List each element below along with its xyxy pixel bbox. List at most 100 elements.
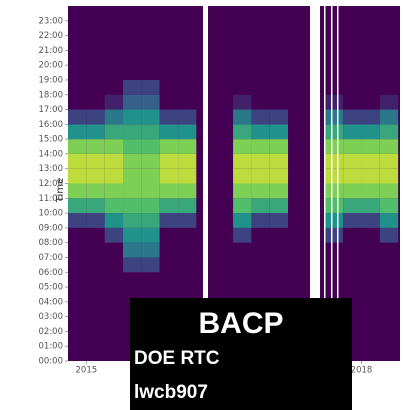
heatmap-cell: [379, 153, 399, 169]
heatmap-cell: [288, 65, 307, 80]
heatmap-cell: [104, 168, 124, 184]
heatmap-cell: [288, 213, 307, 228]
heatmap-cell: [141, 109, 160, 125]
heatmap-cell: [141, 79, 160, 95]
heatmap-cell: [123, 227, 142, 243]
heatmap-cell: [178, 109, 197, 125]
gap: [337, 6, 339, 361]
heatmap-cell: [288, 257, 307, 273]
heatmap-cell: [361, 168, 380, 184]
y-tick-label: 04:00: [39, 297, 64, 307]
heatmap: [68, 65, 399, 288]
heatmap-cell: [324, 272, 344, 288]
heatmap-cell: [288, 227, 307, 243]
heatmap-cell: [343, 227, 362, 243]
y-tick-label: 08:00: [39, 238, 64, 248]
heatmap-cell: [324, 139, 344, 154]
heatmap-cell: [159, 109, 179, 125]
heatmap-cell: [233, 272, 252, 288]
heatmap-cell: [233, 65, 252, 80]
heatmap-cell: [104, 257, 124, 273]
heatmap-cell: [68, 213, 87, 228]
heatmap-cell: [233, 198, 252, 214]
heatmap-cell: [178, 124, 197, 140]
heatmap-cell: [68, 109, 87, 125]
heatmap-cell: [233, 139, 252, 154]
y-tick-label: 17:00: [39, 105, 64, 115]
heatmap-cell: [159, 139, 179, 154]
heatmap-cell: [379, 168, 399, 184]
heatmap-cell: [251, 94, 270, 110]
y-tick-label: 12:00: [39, 179, 64, 189]
heatmap-cell: [214, 183, 234, 199]
heatmap-cell: [233, 257, 252, 273]
heatmap-cell: [324, 65, 344, 80]
heatmap-cell: [288, 198, 307, 214]
heatmap-cell: [361, 272, 380, 288]
heatmap-cell: [379, 94, 399, 110]
heatmap-cell: [233, 153, 252, 169]
heatmap-cell: [251, 109, 270, 125]
heatmap-cell: [324, 242, 344, 258]
missing-data-gaps: [203, 6, 339, 361]
heatmap-cell: [361, 257, 380, 273]
heatmap-cell: [123, 183, 142, 199]
heatmap-cell: [251, 168, 270, 184]
heatmap-cell: [159, 242, 179, 258]
heatmap-cell: [159, 227, 179, 243]
heatmap-cell: [269, 227, 289, 243]
heatmap-cell: [251, 213, 270, 228]
heatmap-cell: [214, 227, 234, 243]
heatmap-cell: [141, 139, 160, 154]
heatmap-cell: [104, 227, 124, 243]
heatmap-cell: [104, 124, 124, 140]
heatmap-cell: [104, 183, 124, 199]
gap: [310, 6, 320, 361]
heatmap-cell: [324, 183, 344, 199]
heatmap-cell: [141, 153, 160, 169]
y-tick-label: 07:00: [39, 253, 64, 263]
heatmap-cell: [123, 257, 142, 273]
heatmap-cell: [68, 242, 87, 258]
heatmap-cell: [104, 139, 124, 154]
heatmap-cell: [178, 227, 197, 243]
heatmap-cell: [214, 272, 234, 288]
heatmap-cell: [141, 272, 160, 288]
y-tick-label: 05:00: [39, 283, 64, 293]
heatmap-cell: [288, 168, 307, 184]
y-tick-label: 16:00: [39, 120, 64, 130]
heatmap-cell: [214, 213, 234, 228]
heatmap-cell: [178, 79, 197, 95]
heatmap-cell: [361, 198, 380, 214]
heatmap-cell: [86, 257, 105, 273]
y-tick-label: 22:00: [39, 31, 64, 41]
heatmap-cell: [104, 198, 124, 214]
heatmap-cell: [324, 198, 344, 214]
heatmap-cell: [343, 168, 362, 184]
heatmap-cell: [379, 272, 399, 288]
heatmap-cell: [68, 94, 87, 110]
heatmap-cell: [141, 227, 160, 243]
heatmap-cell: [233, 124, 252, 140]
heatmap-cell: [178, 153, 197, 169]
heatmap-cell: [269, 124, 289, 140]
heatmap-cell: [123, 168, 142, 184]
heatmap-cell: [178, 257, 197, 273]
y-tick-label: 11:00: [39, 194, 64, 204]
heatmap-cell: [233, 242, 252, 258]
heatmap-cell: [159, 257, 179, 273]
heatmap-cell: [343, 242, 362, 258]
heatmap-cell: [86, 153, 105, 169]
heatmap-cell: [324, 213, 344, 228]
heatmap-cell: [104, 272, 124, 288]
heatmap-cell: [214, 198, 234, 214]
heatmap-cell: [233, 213, 252, 228]
heatmap-cell: [379, 65, 399, 80]
heatmap-cell: [159, 124, 179, 140]
heatmap-cell: [343, 198, 362, 214]
heatmap-cell: [251, 272, 270, 288]
heatmap-cell: [178, 198, 197, 214]
heatmap-cell: [104, 242, 124, 258]
heatmap-cell: [86, 124, 105, 140]
heatmap-cell: [86, 94, 105, 110]
